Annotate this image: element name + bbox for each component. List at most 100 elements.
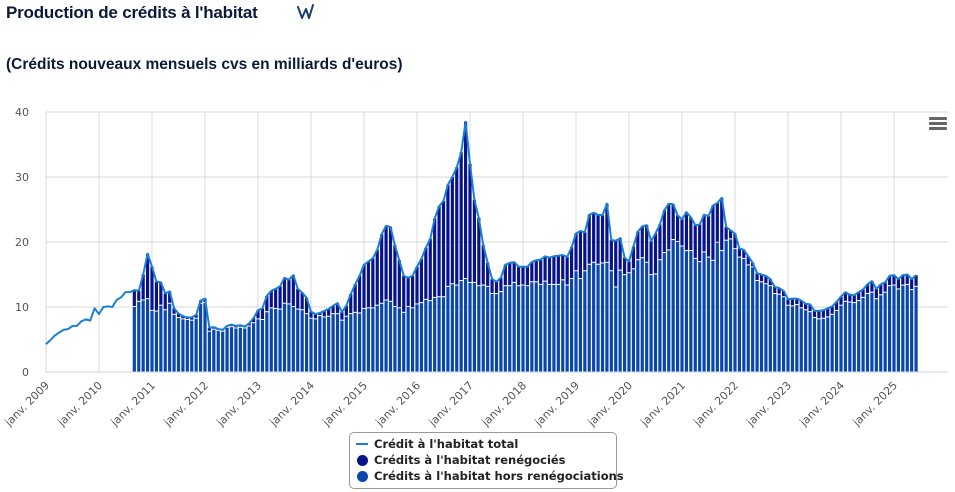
- bar-renegocies[interactable]: [901, 275, 905, 285]
- bar-renegocies[interactable]: [349, 294, 353, 314]
- bar-hors-renegociations[interactable]: [565, 285, 569, 372]
- bar-hors-renegociations[interactable]: [614, 287, 618, 373]
- bar-hors-renegociations[interactable]: [225, 327, 229, 372]
- bar-hors-renegociations[interactable]: [269, 308, 273, 372]
- bar-hors-renegociations[interactable]: [539, 284, 543, 372]
- bar-renegocies[interactable]: [282, 277, 287, 303]
- bar-hors-renegociations[interactable]: [887, 286, 892, 372]
- bar-hors-renegociations[interactable]: [883, 292, 887, 372]
- bar-hors-renegociations[interactable]: [834, 310, 839, 372]
- bar-hors-renegociations[interactable]: [689, 251, 693, 372]
- bar-hors-renegociations[interactable]: [234, 328, 238, 372]
- bar-hors-renegociations[interactable]: [145, 299, 150, 372]
- bar-hors-renegociations[interactable]: [592, 262, 596, 372]
- bar-hors-renegociations[interactable]: [662, 253, 666, 372]
- bar-renegocies[interactable]: [693, 225, 697, 258]
- bar-renegocies[interactable]: [433, 218, 437, 297]
- bar-renegocies[interactable]: [746, 256, 750, 265]
- bar-hors-renegociations[interactable]: [737, 257, 742, 372]
- bar-hors-renegociations[interactable]: [318, 316, 322, 372]
- bar-renegocies[interactable]: [132, 290, 136, 306]
- bar-hors-renegociations[interactable]: [433, 297, 437, 372]
- legend-item-renegocies[interactable]: Crédits à l'habitat renégociés: [356, 452, 566, 468]
- bar-hors-renegociations[interactable]: [168, 303, 172, 372]
- bar-renegocies[interactable]: [194, 314, 198, 318]
- bar-hors-renegociations[interactable]: [397, 308, 401, 372]
- bar-hors-renegociations[interactable]: [547, 284, 552, 372]
- bar-renegocies[interactable]: [327, 308, 331, 316]
- bar-hors-renegociations[interactable]: [910, 290, 914, 372]
- bar-hors-renegociations[interactable]: [137, 301, 141, 372]
- bar-hors-renegociations[interactable]: [393, 307, 397, 372]
- bar-renegocies[interactable]: [865, 284, 870, 293]
- bar-hors-renegociations[interactable]: [848, 302, 852, 372]
- bar-renegocies[interactable]: [530, 262, 534, 282]
- bar-hors-renegociations[interactable]: [733, 249, 737, 372]
- bar-hors-renegociations[interactable]: [344, 316, 348, 372]
- total-line[interactable]: [45, 120, 917, 345]
- bar-hors-renegociations[interactable]: [715, 242, 719, 372]
- bar-hors-renegociations[interactable]: [574, 271, 578, 372]
- bar-hors-renegociations[interactable]: [238, 327, 242, 372]
- bar-hors-renegociations[interactable]: [296, 309, 300, 372]
- wikidata-w-icon[interactable]: [296, 2, 316, 22]
- legend-item-hors-renegociations[interactable]: Crédits à l'habitat hors renégociations: [356, 468, 624, 484]
- bar-renegocies[interactable]: [781, 290, 786, 297]
- bar-renegocies[interactable]: [375, 249, 379, 305]
- bar-renegocies[interactable]: [671, 204, 675, 240]
- bar-hors-renegociations[interactable]: [243, 328, 247, 372]
- bar-hors-renegociations[interactable]: [790, 306, 795, 372]
- bar-hors-renegociations[interactable]: [459, 281, 463, 372]
- bar-renegocies[interactable]: [274, 288, 278, 308]
- bar-hors-renegociations[interactable]: [720, 251, 724, 372]
- bar-renegocies[interactable]: [733, 233, 737, 249]
- bar-renegocies[interactable]: [684, 212, 689, 251]
- bar-hors-renegociations[interactable]: [212, 329, 216, 372]
- bar-renegocies[interactable]: [759, 274, 764, 282]
- bar-hors-renegociations[interactable]: [817, 319, 821, 372]
- bar-renegocies[interactable]: [821, 310, 825, 318]
- bar-renegocies[interactable]: [795, 298, 799, 305]
- bar-hors-renegociations[interactable]: [812, 318, 817, 372]
- bar-hors-renegociations[interactable]: [649, 275, 653, 372]
- bar-renegocies[interactable]: [812, 310, 817, 318]
- bar-hors-renegociations[interactable]: [830, 314, 834, 372]
- bar-renegocies[interactable]: [777, 288, 781, 294]
- bar-renegocies[interactable]: [609, 240, 613, 271]
- bar-renegocies[interactable]: [309, 311, 313, 318]
- bar-renegocies[interactable]: [910, 279, 914, 290]
- bar-renegocies[interactable]: [494, 281, 499, 293]
- bar-hors-renegociations[interactable]: [357, 313, 362, 373]
- bar-hors-renegociations[interactable]: [874, 299, 878, 372]
- bar-hors-renegociations[interactable]: [176, 318, 181, 372]
- bar-hors-renegociations[interactable]: [543, 281, 547, 372]
- bar-renegocies[interactable]: [419, 258, 424, 303]
- bar-renegocies[interactable]: [362, 264, 366, 308]
- bar-hors-renegociations[interactable]: [150, 310, 154, 372]
- bar-renegocies[interactable]: [150, 266, 154, 310]
- bar-renegocies[interactable]: [402, 275, 406, 312]
- bar-hors-renegociations[interactable]: [428, 301, 432, 372]
- bar-hors-renegociations[interactable]: [896, 289, 901, 372]
- bar-renegocies[interactable]: [459, 152, 463, 280]
- bar-renegocies[interactable]: [861, 289, 865, 297]
- bar-renegocies[interactable]: [424, 247, 428, 299]
- bar-renegocies[interactable]: [371, 258, 375, 308]
- bar-hors-renegociations[interactable]: [839, 305, 843, 372]
- bar-hors-renegociations[interactable]: [455, 285, 459, 372]
- bar-renegocies[interactable]: [388, 227, 393, 301]
- bar-renegocies[interactable]: [486, 262, 490, 286]
- bar-hors-renegociations[interactable]: [490, 294, 494, 372]
- bar-hors-renegociations[interactable]: [781, 297, 786, 372]
- bar-hors-renegociations[interactable]: [322, 317, 326, 372]
- bar-renegocies[interactable]: [366, 261, 371, 308]
- bar-renegocies[interactable]: [503, 264, 507, 286]
- bar-renegocies[interactable]: [304, 297, 309, 314]
- bar-hors-renegociations[interactable]: [773, 294, 777, 372]
- bar-renegocies[interactable]: [137, 290, 141, 301]
- bar-hors-renegociations[interactable]: [304, 314, 309, 372]
- bar-renegocies[interactable]: [689, 217, 693, 251]
- bar-hors-renegociations[interactable]: [362, 308, 366, 372]
- bar-renegocies[interactable]: [450, 177, 454, 284]
- bar-hors-renegociations[interactable]: [216, 331, 220, 372]
